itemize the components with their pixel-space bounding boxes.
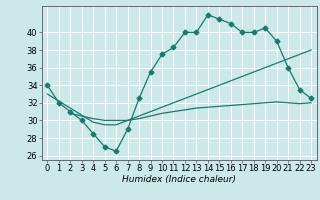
X-axis label: Humidex (Indice chaleur): Humidex (Indice chaleur): [122, 175, 236, 184]
